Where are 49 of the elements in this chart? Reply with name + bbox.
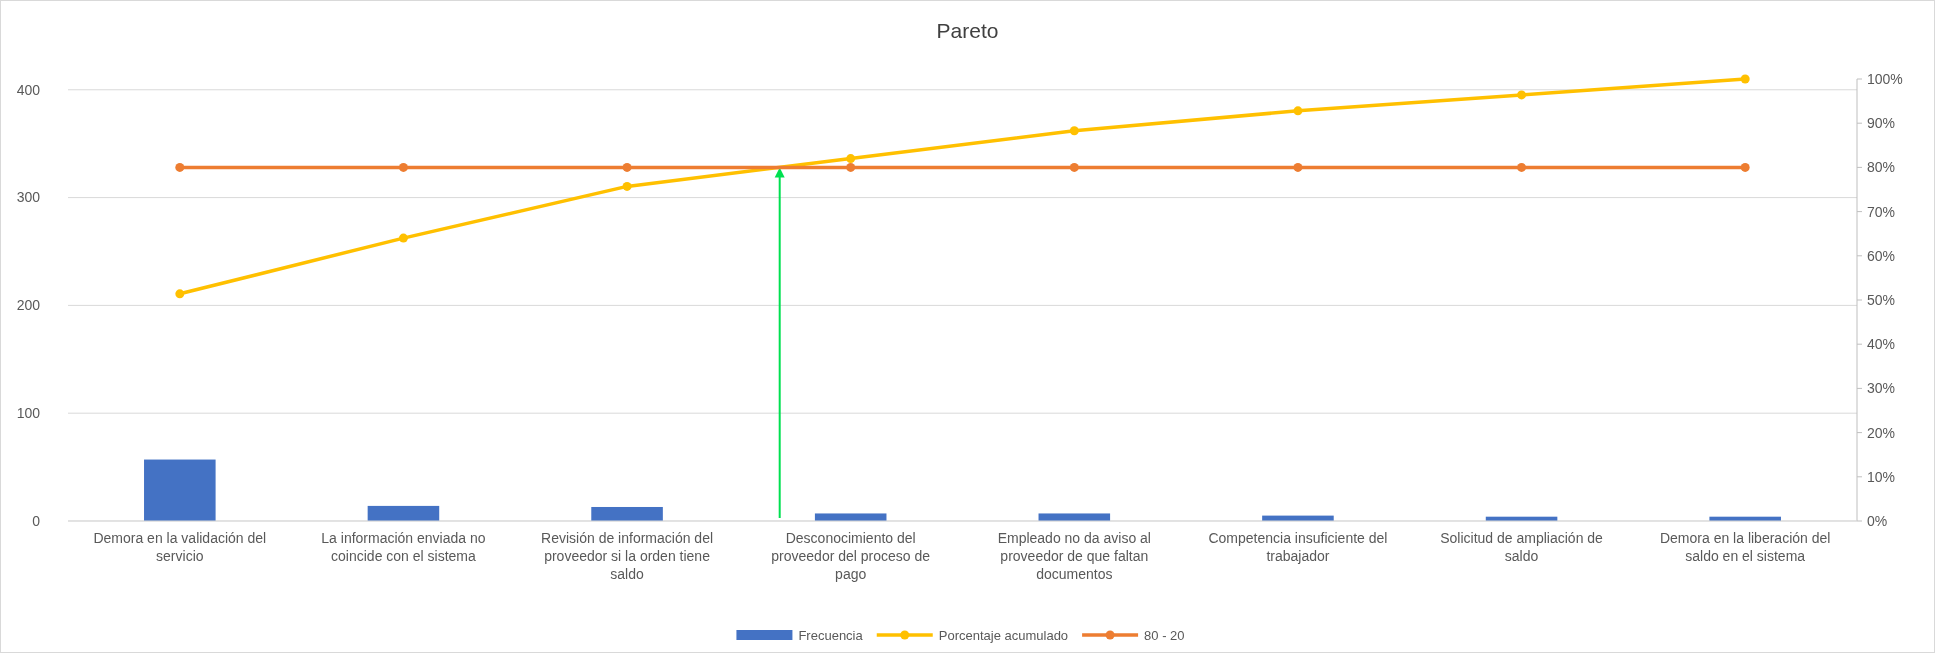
- bar: [591, 506, 663, 521]
- point: [175, 162, 185, 172]
- bar: [1038, 513, 1111, 521]
- x-tick-label: Competencia insuficiente del trabajador: [1208, 530, 1388, 564]
- point: [1517, 162, 1527, 172]
- point: [1293, 106, 1303, 116]
- x-tick-label: Solicitud de ampliación de saldo: [1440, 530, 1604, 564]
- x-tick-label: Desconocimiento del proveedor del proceso de pago: [771, 530, 931, 582]
- x-tick-label: La información enviada no coincide con el sistema: [321, 530, 486, 564]
- point: [846, 162, 856, 172]
- point: [1740, 162, 1750, 172]
- point: [398, 162, 408, 172]
- bar: [814, 513, 887, 521]
- point: [1740, 74, 1750, 84]
- x-tick-label: Empleado no da aviso al proveedor de que faltan documentos: [997, 530, 1151, 582]
- y2-tick-label: 100%: [1867, 70, 1903, 87]
- legend-label: Frecuencia: [798, 627, 864, 643]
- y-tick-label: 300: [16, 189, 41, 206]
- point: [1293, 162, 1303, 172]
- y-tick-label: 0: [32, 512, 41, 529]
- y2-tick-label: 40%: [1867, 336, 1896, 353]
- x-tick-label: Demora en la validación del servicio: [93, 530, 267, 564]
- bar: [367, 505, 440, 521]
- point: [846, 154, 856, 164]
- y2-tick-label: 20%: [1867, 424, 1896, 441]
- point: [622, 162, 632, 172]
- bar: [144, 459, 216, 521]
- point: [622, 181, 632, 191]
- point: [1517, 90, 1527, 100]
- legend-label: 80 - 20: [1144, 627, 1185, 643]
- y2-tick-label: 80%: [1867, 159, 1896, 176]
- y2-tick-label: 90%: [1867, 115, 1896, 132]
- point: [175, 289, 185, 299]
- chart-title: Pareto: [936, 19, 999, 42]
- y2-tick-label: 30%: [1867, 380, 1896, 397]
- y2-tick-label: 0%: [1867, 512, 1888, 529]
- point: [398, 233, 408, 243]
- y-tick-label: 200: [16, 297, 41, 314]
- y-tick-label: 100: [16, 405, 41, 422]
- x-tick-label: Demora en la liberación del saldo en el sistema: [1659, 530, 1831, 564]
- x-tick-label: Revisión de información del proveedor si la orden tiene saldo: [541, 530, 714, 582]
- y2-tick-label: 50%: [1867, 291, 1896, 308]
- y2-tick-label: 70%: [1867, 203, 1896, 220]
- point: [1069, 126, 1079, 136]
- y2-tick-label: 60%: [1867, 247, 1896, 264]
- y-tick-label: 400: [16, 81, 41, 98]
- legend-label: Porcentaje acumulado: [938, 627, 1069, 643]
- point: [1069, 162, 1079, 172]
- y2-tick-label: 10%: [1867, 468, 1896, 485]
